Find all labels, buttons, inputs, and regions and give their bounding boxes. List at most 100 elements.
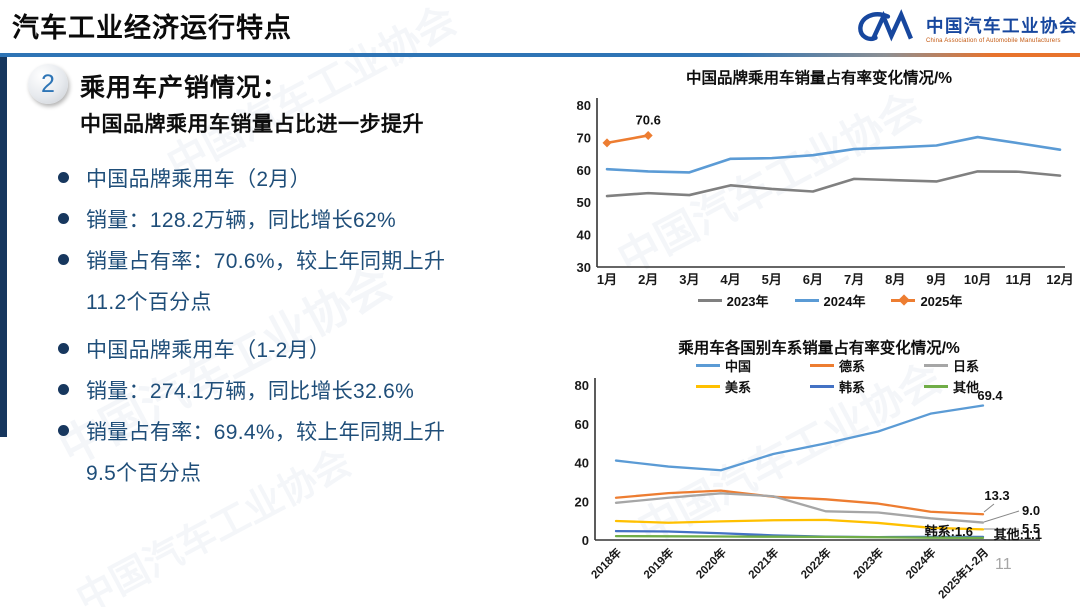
bullet-item: 销量占有率：69.4%，较上年同期上升 <box>58 410 528 451</box>
legend-item: 2024年 <box>794 291 865 310</box>
bullet-list: 中国品牌乘用车（2月） 销量：128.2万辆，同比增长62% 销量占有率：70.6%… <box>58 157 528 492</box>
data-label: 69.4 <box>977 388 1003 403</box>
bullet-text: 销量：274.1万辆，同比增长32.6% <box>86 379 415 403</box>
label-leader-line <box>983 510 1020 523</box>
legend-item: 2025年 <box>891 291 962 310</box>
section-number-badge: 2 <box>28 64 68 104</box>
legend-label: 美系 <box>725 380 752 395</box>
chart1-legend: 2023年 2024年 2025年 <box>610 291 1050 310</box>
x-tick-label: 1月 <box>597 272 617 287</box>
x-tick-label: 2021年 <box>745 545 781 581</box>
bullet-dot-icon <box>58 213 69 224</box>
legend-item: 美系 <box>696 377 796 396</box>
x-tick-label: 8月 <box>885 272 905 287</box>
series-line <box>614 534 985 540</box>
accent-bar <box>0 57 7 437</box>
data-label: 其他:1.1 <box>994 527 1042 542</box>
bullet-dot-icon <box>58 384 69 395</box>
legend-line-swatch-icon <box>697 299 722 302</box>
x-tick-label: 2024年 <box>903 545 939 581</box>
bullet-item: 销量：128.2万辆，同比增长62% <box>58 198 528 239</box>
page-number: 11 <box>995 556 1012 573</box>
series-line <box>614 492 985 524</box>
x-tick-label: 5月 <box>762 272 782 287</box>
x-tick-label: 10月 <box>964 272 991 287</box>
bullet-text: 11.2个百分点 <box>86 290 212 314</box>
x-tick-label: 2月 <box>638 272 658 287</box>
bullet-text: 销量：128.2万辆，同比增长62% <box>86 208 396 232</box>
chart-country-series-share: 0 20 40 60 80 2018年 2019年 2020年 2021年 2022年 2023年 2… <box>575 378 1042 601</box>
x-tick-label: 2025年1-2月 <box>935 545 991 601</box>
x-tick-label: 2023年 <box>850 545 886 581</box>
series-line <box>605 135 1062 174</box>
y-tick-label: 80 <box>577 98 591 113</box>
bullet-dot-icon <box>58 425 69 436</box>
data-label: 70.6 <box>636 112 661 127</box>
legend-label: 2023年 <box>726 294 769 309</box>
data-label: 韩系:1.6 <box>925 524 973 539</box>
bullet-item: 9.5个百分点 <box>58 451 528 492</box>
logo-name-cn: 中国汽车工业协会 <box>926 15 1078 36</box>
legend-line-swatch-icon <box>794 299 819 302</box>
legend-label: 韩系 <box>839 380 866 395</box>
series-line <box>614 489 985 516</box>
chart2-legend: 中国 德系 日系美系 韩系 其他 <box>660 356 1060 396</box>
cma-logo-icon <box>856 7 918 54</box>
legend-item: 其他 <box>924 377 1024 396</box>
bullet-item: 销量占有率：70.6%，较上年同期上升 <box>58 239 528 280</box>
chart2-title: 乘用车各国别车系销量占有率变化情况/% <box>678 340 960 357</box>
legend-item: 2023年 <box>697 291 769 310</box>
cma-logo: 中国汽车工业协会 China Association of Automobile… <box>856 7 1078 54</box>
y-tick-label: 70 <box>577 130 591 145</box>
bullet-text: 销量占有率：70.6%，较上年同期上升 <box>86 249 446 273</box>
chart1-title: 中国品牌乘用车销量占有率变化情况/% <box>685 70 953 87</box>
y-tick-label: 50 <box>577 195 591 210</box>
x-tick-label: 7月 <box>844 272 864 287</box>
x-tick-label: 2018年 <box>588 545 624 581</box>
section-subheading: 中国品牌乘用车销量占比进一步提升 <box>80 113 424 136</box>
legend-label: 中国 <box>725 359 752 374</box>
legend-line-swatch-icon <box>696 364 720 367</box>
bullet-dot-icon <box>58 172 69 183</box>
legend-item: 中国 <box>696 356 796 375</box>
bullet-dot-icon <box>58 254 69 265</box>
header-divider <box>0 53 1080 57</box>
section-heading: 乘用车产销情况： <box>80 74 289 102</box>
legend-item: 韩系 <box>810 377 910 396</box>
legend-line-swatch-icon <box>696 385 720 388</box>
chart-brand-share-monthly: 30 40 50 60 70 80 1月 2月 3月 4月 5月 6月 7月 8月 9月 10月 11月 12月 7… <box>577 98 1074 287</box>
diamond-marker-icon <box>643 130 653 140</box>
bullet-item: 中国品牌乘用车（1-2月） <box>58 328 528 369</box>
legend-item: 日系 <box>924 356 1024 375</box>
bullet-text: 中国品牌乘用车（2月） <box>86 167 311 191</box>
x-tick-label: 9月 <box>926 272 946 287</box>
legend-label: 德系 <box>839 359 866 374</box>
page-title: 汽车工业经济运行特点 <box>12 13 292 43</box>
series-line <box>605 170 1062 198</box>
y-tick-label: 80 <box>575 378 589 393</box>
y-tick-label: 60 <box>575 417 589 432</box>
y-tick-label: 0 <box>582 533 589 548</box>
x-tick-label: 2020年 <box>693 545 729 581</box>
x-tick-label: 12月 <box>1046 272 1073 287</box>
bullet-text: 9.5个百分点 <box>86 461 202 485</box>
y-tick-label: 60 <box>577 163 591 178</box>
data-label: 9.0 <box>1022 503 1040 518</box>
y-tick-label: 40 <box>577 228 591 243</box>
bullet-text: 中国品牌乘用车（1-2月） <box>86 338 331 362</box>
bullet-text: 销量占有率：69.4%，较上年同期上升 <box>86 420 446 444</box>
legend-line-swatch-icon <box>810 385 834 388</box>
logo-name-en: China Association of Automobile Manufact… <box>926 38 1061 45</box>
legend-label: 2025年 <box>920 294 963 309</box>
legend-label: 其他 <box>953 380 980 395</box>
bullet-item: 中国品牌乘用车（2月） <box>58 157 528 198</box>
x-tick-label: 11月 <box>1005 272 1032 287</box>
x-tick-label: 4月 <box>720 272 740 287</box>
x-tick-label: 6月 <box>803 272 823 287</box>
y-tick-label: 20 <box>575 494 589 509</box>
legend-line-swatch-icon <box>924 385 948 388</box>
series-line <box>614 518 985 531</box>
legend-line-swatch-icon <box>891 294 916 306</box>
series-line <box>614 404 985 472</box>
